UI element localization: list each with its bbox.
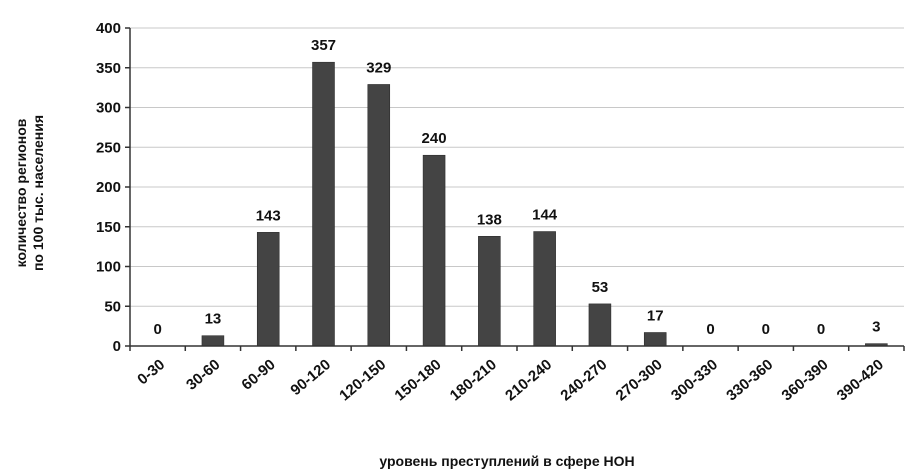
- x-axis-title: уровень преступлений в сфере НОН: [379, 453, 634, 469]
- bar-180-210: [478, 236, 501, 347]
- y-tick-label: 300: [96, 100, 121, 117]
- y-tick-label: 100: [96, 259, 121, 276]
- bar-270-300: [643, 332, 667, 347]
- bar-30-60: [201, 335, 225, 347]
- data-label-270-300: 17: [647, 307, 664, 324]
- y-tick-label: 200: [96, 179, 121, 196]
- x-tick-label-60-90: 60-90: [238, 356, 278, 394]
- bar-90-120: [312, 61, 335, 347]
- x-tick-label-0-30: 0-30: [134, 356, 168, 388]
- x-tick-label-210-240: 210-240: [502, 356, 555, 404]
- x-tick-label-240-270: 240-270: [557, 356, 610, 404]
- data-label-0-30: 0: [153, 321, 161, 338]
- x-tick-label-360-390: 360-390: [779, 356, 832, 404]
- bars: [201, 61, 888, 347]
- y-tick-label: 0: [113, 338, 121, 355]
- y-tick-label: 250: [96, 139, 121, 156]
- y-tick-label: 350: [96, 60, 121, 77]
- x-tick-label-270-300: 270-300: [613, 356, 666, 404]
- y-tick-label: 50: [104, 298, 121, 315]
- x-tick-label-300-330: 300-330: [668, 356, 721, 404]
- x-tick-label-390-420: 390-420: [834, 356, 887, 404]
- y-tick-label: 400: [96, 20, 121, 37]
- y-axis-title-line-2: по 100 тыс. населения: [30, 115, 46, 271]
- bar-60-90: [256, 232, 280, 347]
- x-tick-label-150-180: 150-180: [392, 356, 445, 404]
- x-tick-label-120-150: 120-150: [336, 356, 389, 404]
- data-label-390-420: 3: [872, 319, 880, 336]
- bar-210-240: [533, 231, 556, 347]
- y-axis-title-line-1: количество регионов: [13, 118, 29, 267]
- data-labels: 0 13 143 357 329 240 138 144 53 17 0 0 0 3: [153, 37, 880, 338]
- y-tick-label: 150: [96, 219, 121, 236]
- data-label-60-90: 143: [256, 207, 281, 224]
- data-label-30-60: 13: [205, 311, 222, 328]
- data-label-180-210: 138: [477, 211, 502, 228]
- grid-lines: [130, 27, 904, 307]
- data-label-300-330: 0: [706, 321, 714, 338]
- x-tick-label-180-210: 180-210: [447, 356, 500, 404]
- bar-240-270: [588, 303, 612, 347]
- data-label-360-390: 0: [817, 321, 825, 338]
- bar-150-180: [422, 154, 446, 347]
- bar-120-150: [367, 84, 391, 347]
- data-label-210-240: 144: [532, 207, 558, 224]
- data-label-120-150: 329: [366, 59, 391, 76]
- x-axis-ticks: 0-30 30-60 60-90 90-120 120-150 150-180 180-21…: [129, 346, 905, 404]
- data-label-330-360: 0: [762, 321, 770, 338]
- data-label-240-270: 53: [592, 279, 609, 296]
- x-tick-label-90-120: 90-120: [287, 356, 334, 399]
- data-label-150-180: 240: [422, 130, 447, 147]
- x-tick-label-330-360: 330-360: [723, 356, 776, 404]
- data-label-90-120: 357: [311, 37, 336, 54]
- x-tick-label-30-60: 30-60: [183, 356, 223, 394]
- y-axis-ticks: 0 50 100 150 200 250 300 350 400: [96, 20, 130, 355]
